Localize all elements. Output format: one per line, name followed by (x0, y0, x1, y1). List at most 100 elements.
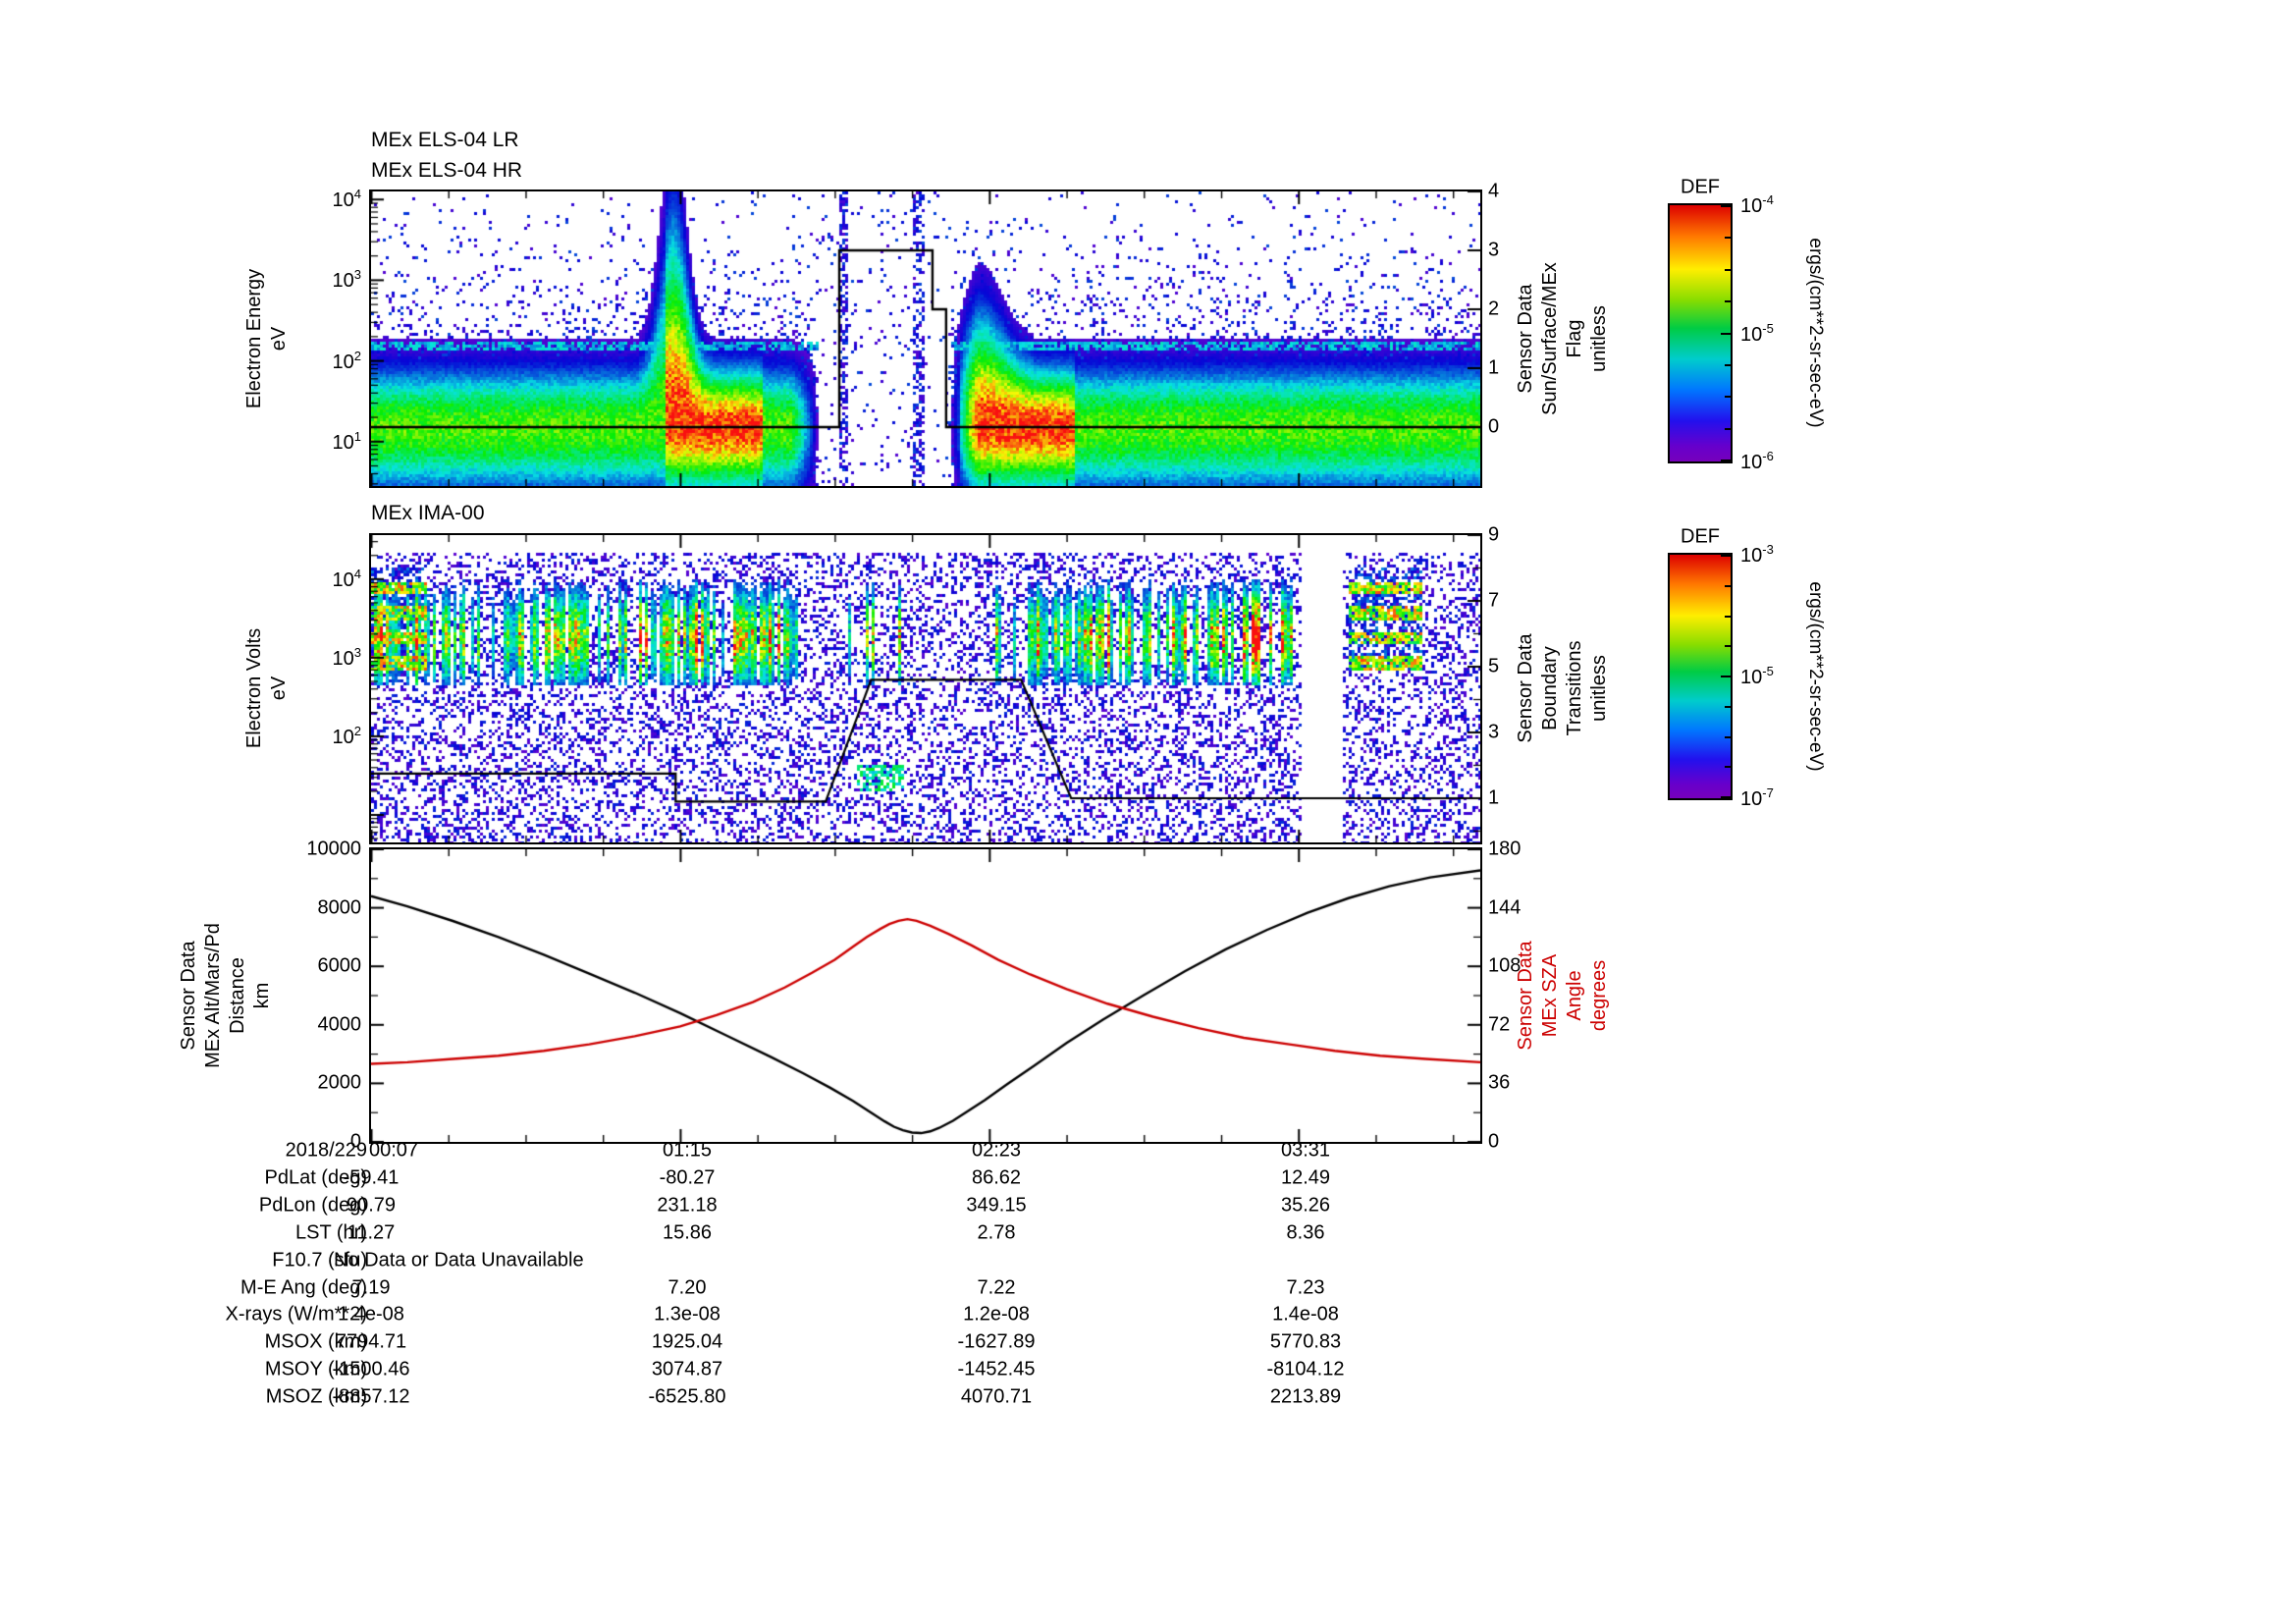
ima-y-tick: 102 (332, 724, 361, 748)
colorbar-tick-label: 10-6 (1740, 449, 1774, 473)
els-flag-tick: 2 (1488, 298, 1500, 320)
colorbar-tick (1725, 396, 1731, 398)
ima-boundary-tick: 5 (1488, 655, 1500, 677)
els-spectrogram-panel (369, 189, 1482, 488)
table-cell: 349.15 (966, 1194, 1027, 1217)
ima-boundary-tick: 9 (1488, 523, 1500, 546)
table-cell: -1627.89 (957, 1330, 1036, 1353)
colorbar-tick (1725, 269, 1731, 271)
sza-tick: 108 (1488, 954, 1522, 977)
table-cell: No Data or Data Unavailable (334, 1249, 584, 1271)
table-cell: -1452.45 (957, 1358, 1036, 1380)
els-y-tick: 101 (332, 428, 361, 454)
table-cell: 1.2e-08 (963, 1303, 1030, 1325)
table-cell: 3074.87 (651, 1358, 723, 1380)
table-cell: 01:15 (662, 1139, 713, 1162)
table-cell: 1.4e-08 (338, 1303, 404, 1325)
distance-tick: 2000 (317, 1071, 362, 1094)
distance-tick: 4000 (317, 1013, 362, 1036)
ima-spectrogram-panel (369, 533, 1482, 844)
colorbar-tick (1725, 706, 1731, 708)
table-row-label: MSOY (km) (264, 1358, 367, 1380)
table-row-label: PdLon (deg) (258, 1194, 367, 1217)
table-cell: 4070.71 (960, 1385, 1033, 1408)
colorbar-tick (1725, 766, 1731, 768)
colorbar-tick (1725, 300, 1731, 302)
table-cell: 03:31 (1280, 1139, 1331, 1162)
els-flag-tick: 0 (1488, 415, 1500, 438)
table-cell: 1.4e-08 (1272, 1303, 1339, 1325)
colorbar2-title: DEF (1681, 525, 1720, 548)
colorbar-tick-label: 10-3 (1740, 542, 1774, 567)
sza-tick: 180 (1488, 838, 1522, 860)
table-row-label: PdLat (deg) (264, 1166, 367, 1189)
colorbar-tick (1725, 645, 1731, 647)
table-cell: 86.62 (971, 1166, 1022, 1189)
table-row-label: X-rays (W/m**2) (225, 1303, 367, 1325)
colorbar-tick (1725, 736, 1731, 738)
sza-tick: 144 (1488, 896, 1522, 919)
table-cell: -80.27 (659, 1166, 716, 1189)
table-cell: 7794.71 (335, 1330, 407, 1353)
colorbar-tick (1721, 205, 1731, 207)
colorbar-tick-label: 10-5 (1740, 320, 1774, 346)
table-cell: 02:23 (971, 1139, 1022, 1162)
colorbar-tick-label: 10-4 (1740, 192, 1774, 217)
table-cell: -59.41 (343, 1166, 400, 1189)
table-cell: 7.19 (351, 1276, 391, 1298)
colorbar-tick-label: 10-5 (1740, 664, 1774, 688)
sza-tick: 36 (1488, 1071, 1511, 1094)
ima-title: MEx IMA-00 (371, 502, 485, 524)
table-cell: 15.86 (662, 1221, 713, 1244)
ima-y-tick: 103 (332, 645, 361, 670)
distance-tick: 0 (349, 1130, 361, 1153)
table-cell: 8.36 (1286, 1221, 1325, 1244)
table-cell: 2.78 (977, 1221, 1016, 1244)
table-cell: 5770.83 (1269, 1330, 1342, 1353)
ima-y-tick: 104 (332, 567, 361, 591)
table-cell: 35.26 (1280, 1194, 1331, 1217)
table-row-label: M-E Ang (deg) (240, 1276, 367, 1298)
els-y-tick: 103 (332, 267, 361, 293)
table-cell: -8857.12 (332, 1385, 410, 1408)
els-y-tick: 104 (332, 187, 361, 212)
ima-boundary-tick: 3 (1488, 721, 1500, 743)
els-y-tick: 102 (332, 348, 361, 373)
colorbar-tick (1721, 796, 1731, 798)
table-row-label: 2018/229 (285, 1139, 367, 1162)
table-row-label: MSOX (km) (264, 1330, 367, 1353)
altitude-sza-panel (369, 847, 1482, 1144)
distance-tick: 8000 (317, 896, 362, 919)
colorbar-tick (1725, 428, 1731, 430)
sza-tick: 0 (1488, 1130, 1500, 1153)
els-flag-tick: 1 (1488, 356, 1500, 379)
colorbar-tick (1721, 333, 1731, 335)
colorbar-tick (1725, 237, 1731, 239)
table-row-label: LST (hr) (295, 1221, 367, 1244)
table-cell: 7.23 (1286, 1276, 1325, 1298)
ima-boundary-tick: 1 (1488, 786, 1500, 809)
table-row-label: MSOZ (km) (265, 1385, 367, 1408)
table-cell: -8104.12 (1266, 1358, 1345, 1380)
table-cell: -6525.80 (648, 1385, 726, 1408)
table-cell: -1500.46 (332, 1358, 410, 1380)
colorbar1-title: DEF (1681, 176, 1720, 198)
distance-tick: 10000 (306, 838, 361, 860)
colorbar-tick-label: 10-7 (1740, 785, 1774, 810)
ima-boundary-tick: 7 (1488, 589, 1500, 612)
colorbar-tick (1721, 676, 1731, 677)
els-hr-title: MEx ELS-04 HR (371, 159, 523, 182)
sza-tick: 72 (1488, 1013, 1511, 1036)
table-cell: 90.79 (346, 1194, 397, 1217)
els-lr-title: MEx ELS-04 LR (371, 129, 519, 151)
colorbar-tick (1725, 364, 1731, 366)
table-cell: 1.3e-08 (654, 1303, 721, 1325)
table-cell: 00:07 (369, 1139, 419, 1162)
table-row-label: F10.7 (sfu) (272, 1249, 367, 1271)
els-flag-tick: 4 (1488, 180, 1500, 202)
table-cell: 7.20 (667, 1276, 707, 1298)
table-cell: 2213.89 (1269, 1385, 1342, 1408)
colorbar-tick (1725, 616, 1731, 618)
table-cell: 1925.04 (651, 1330, 723, 1353)
